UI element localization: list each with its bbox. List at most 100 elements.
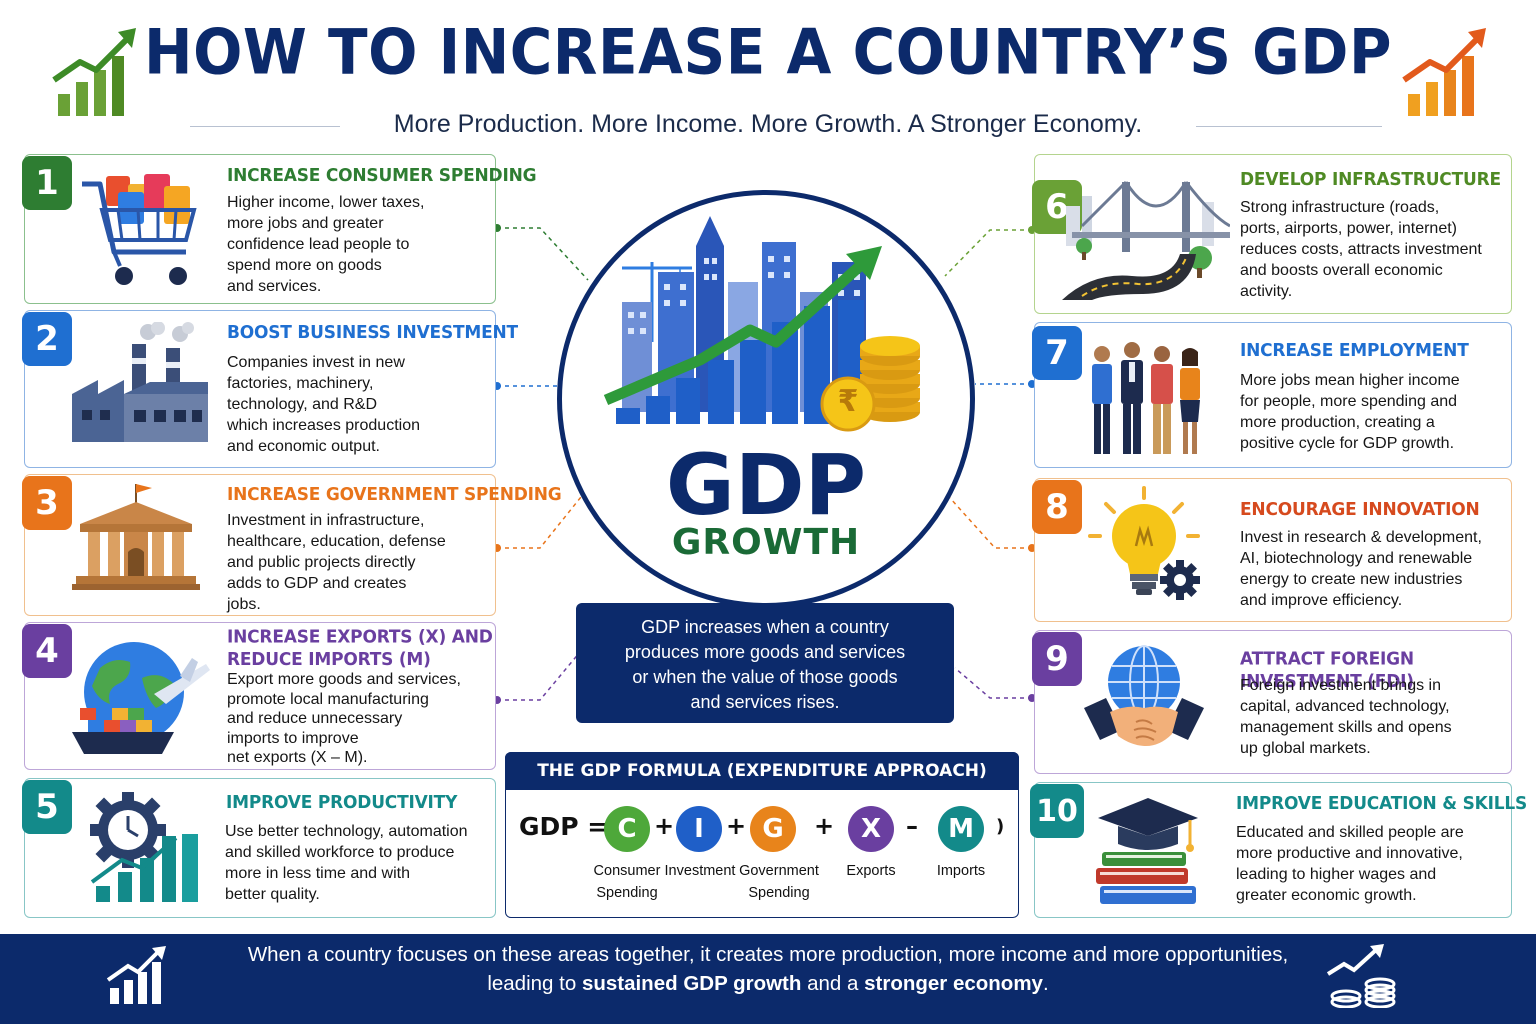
card-body: Export more goods and services, promote … [227, 670, 461, 768]
body-line: more production, creating a [1240, 414, 1435, 431]
formula-term-c: C [604, 806, 650, 852]
footer-banner [0, 934, 1536, 1024]
card-title: INCREASE EXPORTS (X) AND REDUCE IMPORTS … [227, 627, 493, 671]
body-line: jobs. [227, 596, 261, 613]
footer-highlight: stronger economy [864, 972, 1043, 995]
globe-handshake-icon [1082, 642, 1206, 765]
header-right-chart-icon [1400, 22, 1492, 123]
body-line: healthcare, education, defense [227, 533, 446, 550]
formula-heading: THE GDP FORMULA (EXPENDITURE APPROACH) [505, 752, 1019, 790]
formula-label-g: Government Spending [737, 860, 821, 904]
growth-heading: GROWTH [671, 522, 861, 563]
card-title: IMPROVE EDUCATION & SKILLS [1236, 793, 1528, 815]
body-line: more in less time and with [225, 865, 410, 882]
body-line: Export more goods and services, [227, 671, 461, 688]
footer-line-2: leading to sustained GDP growth and a st… [180, 969, 1356, 998]
card-body: Use better technology, automation and sk… [225, 821, 468, 905]
footer-text-fragment: and a [801, 972, 865, 995]
subtitle-rule-left [190, 126, 340, 127]
body-line: more productive and innovative, [1236, 845, 1463, 862]
body-line: capital, advanced technology, [1240, 698, 1450, 715]
page-title: HOW TO INCREASE A COUNTRY’S GDP [144, 15, 1392, 89]
formula-term-g: G [750, 806, 796, 852]
formula-operator: + [654, 812, 675, 840]
body-line: greater economic growth. [1236, 887, 1417, 904]
card-number-badge: 7 [1032, 326, 1082, 380]
bridge-road-icon [1062, 176, 1231, 313]
info-line: produces more goods and services [624, 642, 906, 662]
label-line: Investment [664, 863, 736, 879]
card-title: IMPROVE PRODUCTIVITY [226, 792, 458, 814]
card-government-spending [24, 474, 496, 616]
body-line: for people, more spending and [1240, 393, 1458, 410]
card-body: Investment in infrastructure, healthcare… [227, 510, 446, 615]
lightbulb-gear-icon [1086, 486, 1204, 609]
body-line: ports, airports, power, internet) [1240, 220, 1457, 237]
body-line: Higher income, lower taxes, [227, 194, 425, 211]
formula-label-i: Investment [662, 860, 738, 882]
label-line: Exports [846, 863, 896, 879]
body-line: and boosts overall economic [1240, 262, 1443, 279]
body-line: and skilled workforce to produce [225, 844, 455, 861]
body-line: better quality. [225, 886, 320, 903]
card-body: Strong infrastructure (roads, ports, air… [1240, 197, 1482, 302]
formula-label-m: Imports [928, 860, 994, 882]
body-line: More jobs mean higher income [1240, 372, 1460, 389]
footer-text-fragment: leading to [487, 972, 582, 995]
card-number-badge: 1 [22, 156, 72, 210]
body-line: management skills and opens [1240, 719, 1452, 736]
body-line: Companies invest in new [227, 354, 405, 371]
body-line: up global markets. [1240, 740, 1371, 757]
body-line: confidence lead people to [227, 236, 410, 253]
body-line: Invest in research & development, [1240, 529, 1482, 546]
body-line: and improve efficiency. [1240, 592, 1403, 609]
formula-operator: + [726, 812, 747, 840]
card-title: ATTRACT FOREIGN INVESTMENT (FDI) [1240, 648, 1414, 692]
body-line: AI, biotechnology and renewable [1240, 550, 1473, 567]
subtitle: More Production. More Income. More Growt… [393, 110, 1143, 138]
body-line: Foreign investment brings in [1240, 677, 1441, 694]
footer-left-chart-icon [106, 944, 170, 1013]
subtitle-rule-right [1196, 126, 1382, 127]
label-line: Government [739, 863, 819, 879]
government-building-icon [72, 480, 200, 597]
label-line: Spending [596, 885, 658, 901]
body-line: and economic output. [227, 438, 380, 455]
card-number-badge: 4 [22, 624, 72, 678]
body-line: promote local manufacturing [227, 690, 429, 708]
graduation-cap-books-icon [1092, 796, 1202, 913]
card-title: INCREASE EMPLOYMENT [1240, 340, 1469, 362]
body-line: Strong infrastructure (roads, [1240, 199, 1440, 216]
card-title: BOOST BUSINESS INVESTMENT [227, 322, 518, 344]
body-line: Educated and skilled people are [1236, 824, 1464, 841]
formula-operator: + [814, 812, 835, 840]
card-body: More jobs mean higher income for people,… [1240, 370, 1460, 454]
card-number-badge: 5 [22, 780, 72, 834]
footer-text-fragment: . [1042, 972, 1049, 995]
card-employment [1034, 322, 1512, 468]
label-line: Imports [936, 863, 986, 879]
label-line: Spending [748, 885, 810, 901]
formula-term-m: M [938, 806, 984, 852]
card-body: Companies invest in new factories, machi… [227, 352, 420, 457]
label-line: Consumer [593, 863, 661, 879]
body-line: technology, and R&D [227, 396, 378, 413]
footer-highlight: sustained GDP growth [581, 972, 802, 995]
header-left-chart-icon [50, 22, 142, 123]
gdp-definition-box: GDP increases when a country produces mo… [576, 603, 954, 723]
footer-right-chart-coins-icon [1326, 944, 1404, 1013]
card-body: Foreign investment brings in capital, ad… [1240, 675, 1452, 759]
rupee-symbol: ₹ [837, 384, 859, 419]
card-title: INCREASE CONSUMER SPENDING [227, 165, 537, 187]
card-body: Invest in research & development, AI, bi… [1240, 527, 1482, 611]
info-line: or when the value of those goods [632, 667, 898, 687]
formula-close-paren: ) [996, 816, 1005, 837]
formula-term-i: I [676, 806, 722, 852]
card-title: ENCOURAGE INNOVATION [1240, 499, 1480, 521]
card-number-badge: 10 [1030, 784, 1084, 838]
formula-label-x: Exports [838, 860, 904, 882]
formula-label-c: Consumer Spending [588, 860, 666, 904]
footer-line-1: When a country focuses on these areas to… [247, 943, 1289, 966]
body-line: reduces costs, attracts investment [1240, 241, 1482, 258]
workers-group-icon [1086, 340, 1210, 463]
